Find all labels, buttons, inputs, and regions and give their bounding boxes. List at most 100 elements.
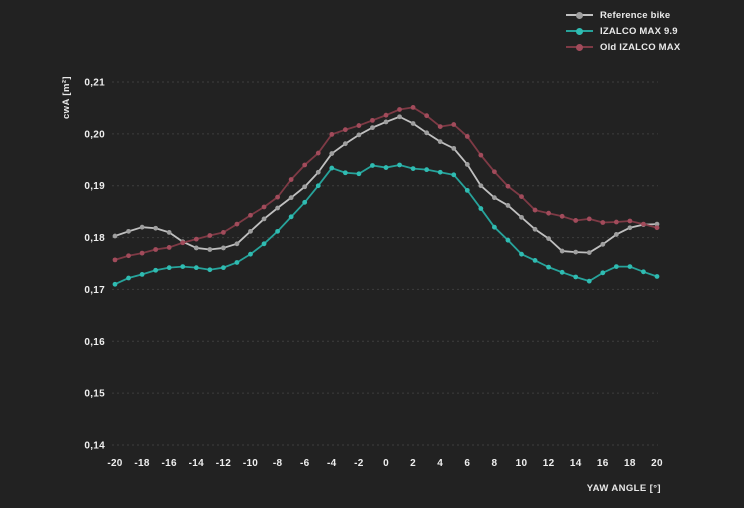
y-axis-tick-labels: 0,21 0,20 0,19 0,18 0,17 0,16 0,15 0,14 xyxy=(84,78,105,452)
data-point-marker xyxy=(519,194,524,200)
data-point-marker xyxy=(207,233,213,238)
legend-label: Old IZALCO MAX xyxy=(600,41,681,53)
legend-label: IZALCO MAX 9.9 xyxy=(600,25,678,37)
x-tick-label: 18 xyxy=(624,458,636,469)
legend-item: Old IZALCO MAX xyxy=(566,41,680,53)
data-point-marker xyxy=(207,267,213,273)
data-point-marker xyxy=(234,241,240,247)
data-point-marker xyxy=(193,245,199,251)
data-point-marker xyxy=(275,205,280,211)
data-point-marker xyxy=(234,260,240,265)
data-point-marker xyxy=(492,169,497,175)
data-point-marker xyxy=(139,224,145,230)
data-point-marker xyxy=(559,213,565,219)
data-point-marker xyxy=(424,167,430,173)
gridlines xyxy=(112,81,658,446)
data-point-marker xyxy=(288,195,294,201)
data-point-marker xyxy=(627,264,633,270)
x-tick-label: -14 xyxy=(189,458,204,469)
data-point-marker xyxy=(600,220,606,225)
data-point-marker xyxy=(166,245,172,250)
data-point-marker xyxy=(532,226,538,232)
data-point-marker xyxy=(546,210,551,216)
y-tick-label: 0,16 xyxy=(84,337,105,348)
data-point-marker xyxy=(112,257,118,263)
data-point-marker xyxy=(478,152,484,158)
data-point-marker xyxy=(437,139,443,145)
x-tick-label: 16 xyxy=(597,458,609,469)
data-point-marker xyxy=(261,204,267,210)
data-point-marker xyxy=(451,122,457,127)
data-point-marker xyxy=(505,183,511,189)
data-point-marker xyxy=(586,278,592,284)
data-point-marker xyxy=(451,145,457,151)
data-point-marker xyxy=(546,264,551,270)
data-point-marker xyxy=(153,225,159,231)
y-tick-label: 0,18 xyxy=(84,233,105,244)
x-tick-label: 0 xyxy=(383,458,389,469)
data-point-marker xyxy=(613,264,619,270)
data-point-marker xyxy=(505,237,511,243)
data-point-marker xyxy=(342,127,348,133)
data-point-marker xyxy=(641,269,646,275)
data-point-marker xyxy=(424,113,430,119)
data-point-marker xyxy=(126,253,131,259)
data-point-marker xyxy=(356,123,362,128)
data-point-marker xyxy=(139,271,145,277)
data-point-marker xyxy=(641,221,646,227)
data-point-marker xyxy=(573,274,579,280)
x-tick-label: 4 xyxy=(437,458,443,469)
data-point-marker xyxy=(478,183,484,189)
y-tick-label: 0,15 xyxy=(84,389,105,400)
data-point-marker xyxy=(275,228,280,234)
data-point-marker xyxy=(126,275,131,281)
legend-line-marker-icon xyxy=(566,41,593,53)
data-point-marker xyxy=(288,177,294,182)
series-line xyxy=(114,115,658,254)
legend-item: Reference bike xyxy=(566,9,680,21)
data-point-marker xyxy=(397,114,402,120)
legend-line-marker-icon xyxy=(566,25,593,37)
legend-line-marker-icon xyxy=(566,9,593,21)
x-tick-label: -2 xyxy=(354,458,364,469)
x-tick-label: -8 xyxy=(273,458,283,469)
data-point-marker xyxy=(275,194,280,200)
data-point-marker xyxy=(288,214,294,220)
data-point-marker xyxy=(437,169,443,175)
data-point-marker xyxy=(573,249,579,255)
data-point-marker xyxy=(193,236,199,242)
y-tick-label: 0,21 xyxy=(84,78,105,89)
data-point-marker xyxy=(261,216,267,222)
data-point-marker xyxy=(166,229,172,235)
data-point-marker xyxy=(627,218,633,224)
data-point-marker xyxy=(356,171,362,177)
data-point-marker xyxy=(546,236,551,242)
data-point-marker xyxy=(654,274,660,279)
data-point-marker xyxy=(342,170,348,176)
data-point-marker xyxy=(397,107,402,112)
data-point-marker xyxy=(532,257,538,263)
data-point-marker xyxy=(559,248,565,254)
data-point-marker xyxy=(383,119,389,125)
data-point-marker xyxy=(519,214,524,220)
data-point-marker xyxy=(478,206,484,211)
data-point-marker xyxy=(248,212,253,218)
x-tick-label: -18 xyxy=(134,458,149,469)
data-point-marker xyxy=(492,195,497,201)
data-point-marker xyxy=(302,199,308,205)
data-point-marker xyxy=(586,250,592,256)
x-axis-tick-labels: -20 -18 -16 -14 -12 -10 -8 -6 -4 -2 0 2 4 6 8 10 12 14 16 1… xyxy=(107,458,662,469)
data-point-marker xyxy=(464,187,470,193)
data-point-marker xyxy=(370,163,375,168)
x-tick-label: 14 xyxy=(570,458,582,469)
data-point-marker xyxy=(383,165,389,170)
data-point-marker xyxy=(112,281,118,287)
x-tick-label: -16 xyxy=(162,458,177,469)
data-point-marker xyxy=(532,207,538,213)
legend-label: Reference bike xyxy=(600,9,671,21)
y-axis-title: cwA [m²] xyxy=(61,76,72,119)
data-point-marker xyxy=(193,265,199,271)
y-tick-label: 0,17 xyxy=(84,285,105,296)
